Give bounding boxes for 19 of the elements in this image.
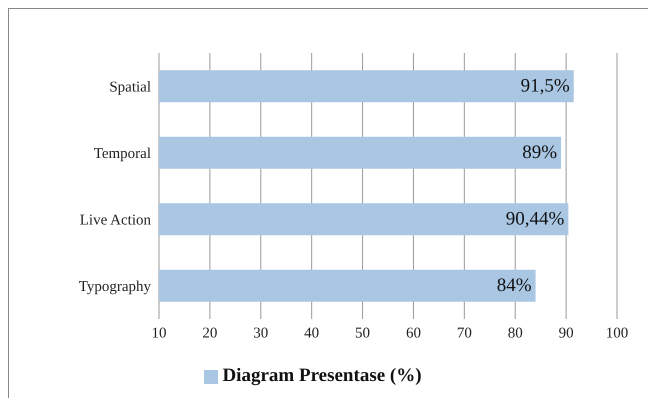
- x-tick-label: 70: [456, 326, 472, 342]
- x-tick-label: 10: [152, 326, 166, 342]
- legend-label: Diagram Presentase (%): [222, 365, 422, 386]
- y-tick-label: Typography: [78, 279, 152, 296]
- x-tick-label: 50: [355, 326, 370, 342]
- data-label: 89%: [522, 142, 558, 164]
- y-tick-label: Spatial: [109, 80, 151, 96]
- x-tick-label: 100: [606, 326, 628, 342]
- x-tick-label: 40: [304, 326, 320, 342]
- x-tick-label: 60: [406, 326, 421, 342]
- y-tick-label: Live Action: [80, 212, 152, 229]
- data-label: 91,5%: [520, 76, 570, 97]
- x-tick-label: 20: [202, 326, 218, 342]
- x-tick-label: 30: [253, 326, 268, 342]
- data-label: 84%: [496, 275, 532, 296]
- y-tick-label: Temporal: [94, 146, 151, 162]
- data-label: 90,44%: [506, 208, 565, 230]
- x-tick-label: 90: [558, 326, 574, 342]
- x-tick-label: 80: [508, 326, 523, 342]
